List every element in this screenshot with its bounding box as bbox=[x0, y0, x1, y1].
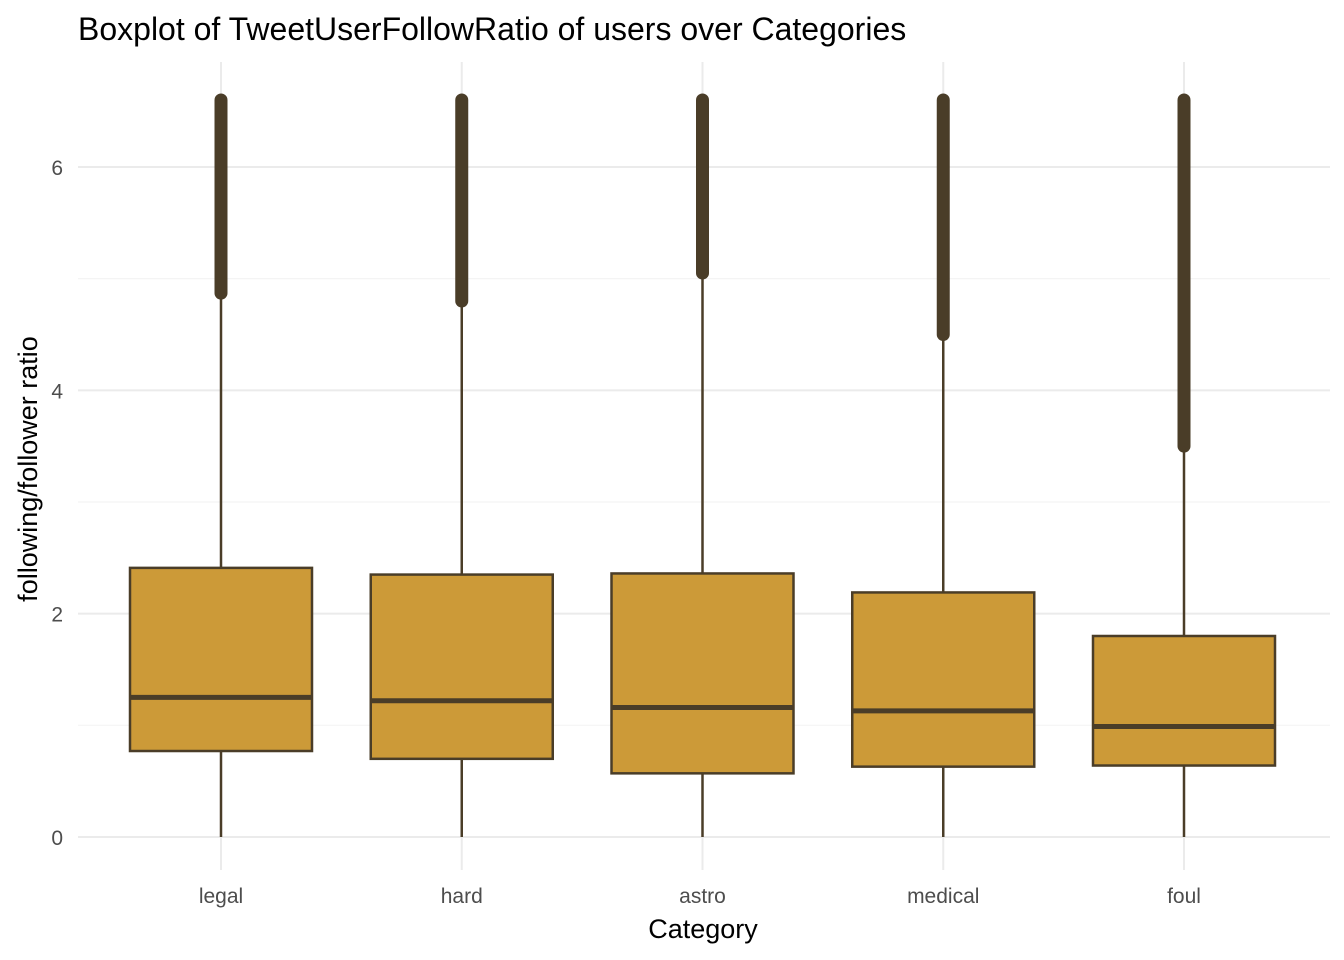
box-iqr bbox=[369, 573, 554, 761]
boxes-layer bbox=[128, 93, 1277, 837]
y-tick-label: 2 bbox=[51, 604, 63, 627]
box-medical bbox=[851, 93, 1036, 837]
x-tick-label: medical bbox=[907, 885, 979, 908]
box-legal bbox=[128, 93, 314, 837]
box-astro bbox=[610, 93, 795, 837]
box-iqr bbox=[1091, 634, 1277, 767]
x-axis-title: Category bbox=[648, 914, 758, 944]
box-iqr bbox=[128, 566, 314, 753]
y-tick-labels: 0 2 4 6 bbox=[51, 157, 63, 850]
x-tick-label: foul bbox=[1167, 885, 1201, 908]
x-tick-label: hard bbox=[441, 885, 483, 908]
box-foul bbox=[1091, 93, 1277, 837]
y-axis-title: following/follower ratio bbox=[13, 336, 43, 602]
x-tick-label: astro bbox=[679, 885, 726, 908]
box-iqr bbox=[851, 591, 1036, 768]
y-tick-label: 0 bbox=[51, 827, 63, 850]
x-tick-labels: legal hard astro medical foul bbox=[199, 885, 1201, 908]
x-tick-label: legal bbox=[199, 885, 243, 908]
chart-title: Boxplot of TweetUserFollowRatio of users… bbox=[78, 11, 906, 47]
box-hard bbox=[369, 93, 554, 837]
box-iqr bbox=[610, 572, 795, 775]
y-tick-label: 4 bbox=[51, 380, 63, 403]
y-tick-label: 6 bbox=[51, 157, 63, 180]
